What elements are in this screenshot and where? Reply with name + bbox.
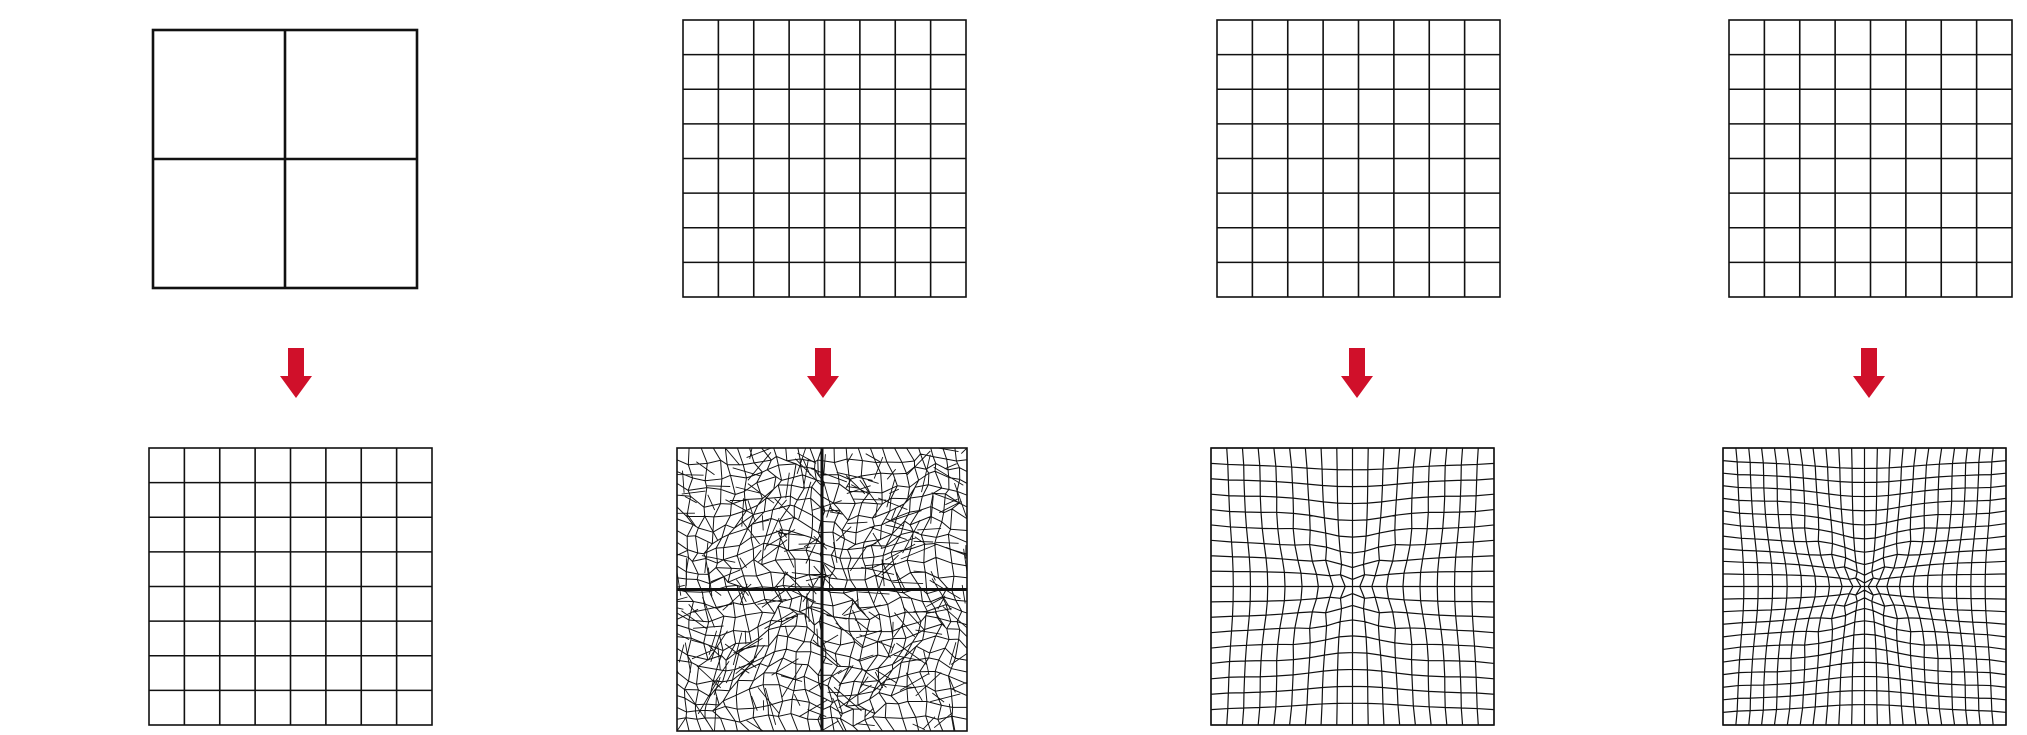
panel-4-input-grid	[1728, 19, 2013, 298]
panel-2-output-mesh-diagonals	[676, 447, 968, 732]
panel-4	[1722, 19, 2013, 726]
panel-1-output-grid	[148, 447, 433, 726]
panel-2-input-grid	[682, 19, 967, 298]
panel-3-arrow-down-icon	[1341, 348, 1373, 398]
panel-2	[676, 19, 968, 732]
panel-3-output-mesh-lines	[1210, 447, 1495, 726]
panel-2-arrow-down-icon	[807, 348, 839, 398]
panel-2-output-mesh	[676, 447, 968, 732]
panel-1	[148, 28, 433, 726]
panel-3	[1210, 19, 1501, 726]
panel-1-input-grid	[151, 28, 419, 290]
panel-3-output-mesh	[1210, 447, 1495, 726]
panel-1-arrow-down-icon	[280, 348, 312, 398]
panel-3-input-grid	[1216, 19, 1501, 298]
panel-4-output-mesh	[1722, 447, 2007, 726]
panel-4-output-mesh-lines	[1722, 447, 2007, 726]
panel-4-output-mesh-border	[1722, 447, 2007, 726]
panel-3-output-mesh-border	[1210, 447, 1495, 726]
panel-4-arrow-down-icon	[1853, 348, 1885, 398]
